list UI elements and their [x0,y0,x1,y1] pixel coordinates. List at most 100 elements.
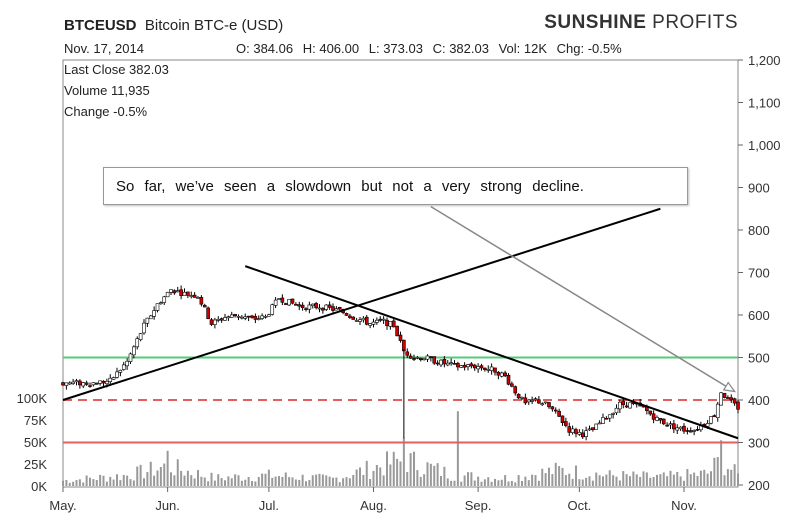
volume-bar [207,481,210,486]
candle-body [162,296,167,303]
candle-body [547,402,551,408]
candle-body [425,355,430,360]
candle-body [196,297,200,299]
rising-trend-line [62,207,661,401]
candle-body [172,290,177,294]
candle-body [726,397,730,399]
candle-body [209,319,214,325]
volume-bar [345,477,348,486]
volume-bar [159,467,162,486]
candle-body [317,307,322,310]
price-tick-label: 400 [748,393,770,408]
volume-bar [348,478,351,486]
candle-body [651,413,656,420]
candle-body [732,398,737,404]
volume-bar [247,476,250,486]
candle-body [567,426,572,433]
volume-bar [446,478,449,486]
candle-body [253,316,258,320]
volume-bar [149,461,152,486]
candle-body [655,417,659,421]
volume-bar [267,469,270,486]
candle-body [709,416,713,424]
volume-bar [176,459,179,486]
volume-bar [99,474,102,486]
candle-body [287,298,291,306]
candle-body [148,315,153,320]
candle-body [192,294,197,298]
volume-bar [224,480,226,486]
candle-body [331,306,335,311]
volume-bar [645,472,648,486]
candle-body [202,304,207,308]
candle-body [321,308,325,311]
candle-body [435,362,440,365]
volume-bar [95,480,98,486]
volume-bar [544,473,547,486]
volume-bar [271,477,274,486]
candle-body [621,400,626,405]
volume-bar [217,474,220,486]
candle-body [361,317,366,321]
candle-body [719,392,723,406]
volume-bar [581,479,584,486]
price-tick-label: 700 [748,266,770,281]
volume-bar [676,471,679,486]
falling-trend-line [244,265,739,440]
volume-bar [213,480,216,486]
volume-bar [463,475,466,486]
candle-body [125,360,129,367]
candle-body [506,374,511,385]
volume-readout: Volume 11,935 [64,83,150,98]
volume-bar [166,450,169,486]
candle-body [358,319,362,322]
candle-body [94,382,99,385]
volume-bar [278,476,280,486]
volume-bar [483,479,486,486]
volume-bar [510,480,513,486]
candle-body [243,316,248,319]
candle-body [88,385,92,387]
candle-body [584,430,588,437]
volume-bar [642,471,645,486]
candle-body [71,381,75,384]
candle-body [118,369,123,373]
volume-bar [399,461,402,486]
volume-bar [257,476,260,486]
candle-body [422,358,426,361]
volume-bar [689,474,692,486]
volume-bar [703,469,706,486]
month-label: Nov. [671,498,697,513]
candle-body [476,366,480,370]
volume-bar [716,457,719,486]
volume-bar [288,477,291,486]
volume-bar [72,481,75,486]
chart-title: BTCEUSD Bitcoin BTC-e (USD) [64,17,283,34]
candle-body [415,357,420,359]
arrow-head [722,381,736,393]
candle-body [675,427,680,431]
candle-body [236,315,241,318]
candle-body [324,304,329,310]
candle-body [510,383,514,387]
volume-bar [551,474,554,486]
volume-bar [423,474,426,486]
candle-body [267,314,271,317]
candle-body [445,362,450,366]
candle-body [310,303,315,306]
candle-body [378,318,383,321]
candle-body [472,364,477,369]
ohlc-high: H: 406.00 [302,41,360,56]
volume-bar [75,480,78,486]
candle-body [614,407,619,414]
candle-body [67,382,72,385]
volume-bar [669,470,672,486]
candle-body [587,428,592,431]
volume-bar [564,475,567,486]
volume-bar [419,476,422,486]
volume-bar [379,467,382,486]
candle-body [712,415,717,418]
volume-bar [315,474,318,486]
volume-bar [554,462,557,486]
